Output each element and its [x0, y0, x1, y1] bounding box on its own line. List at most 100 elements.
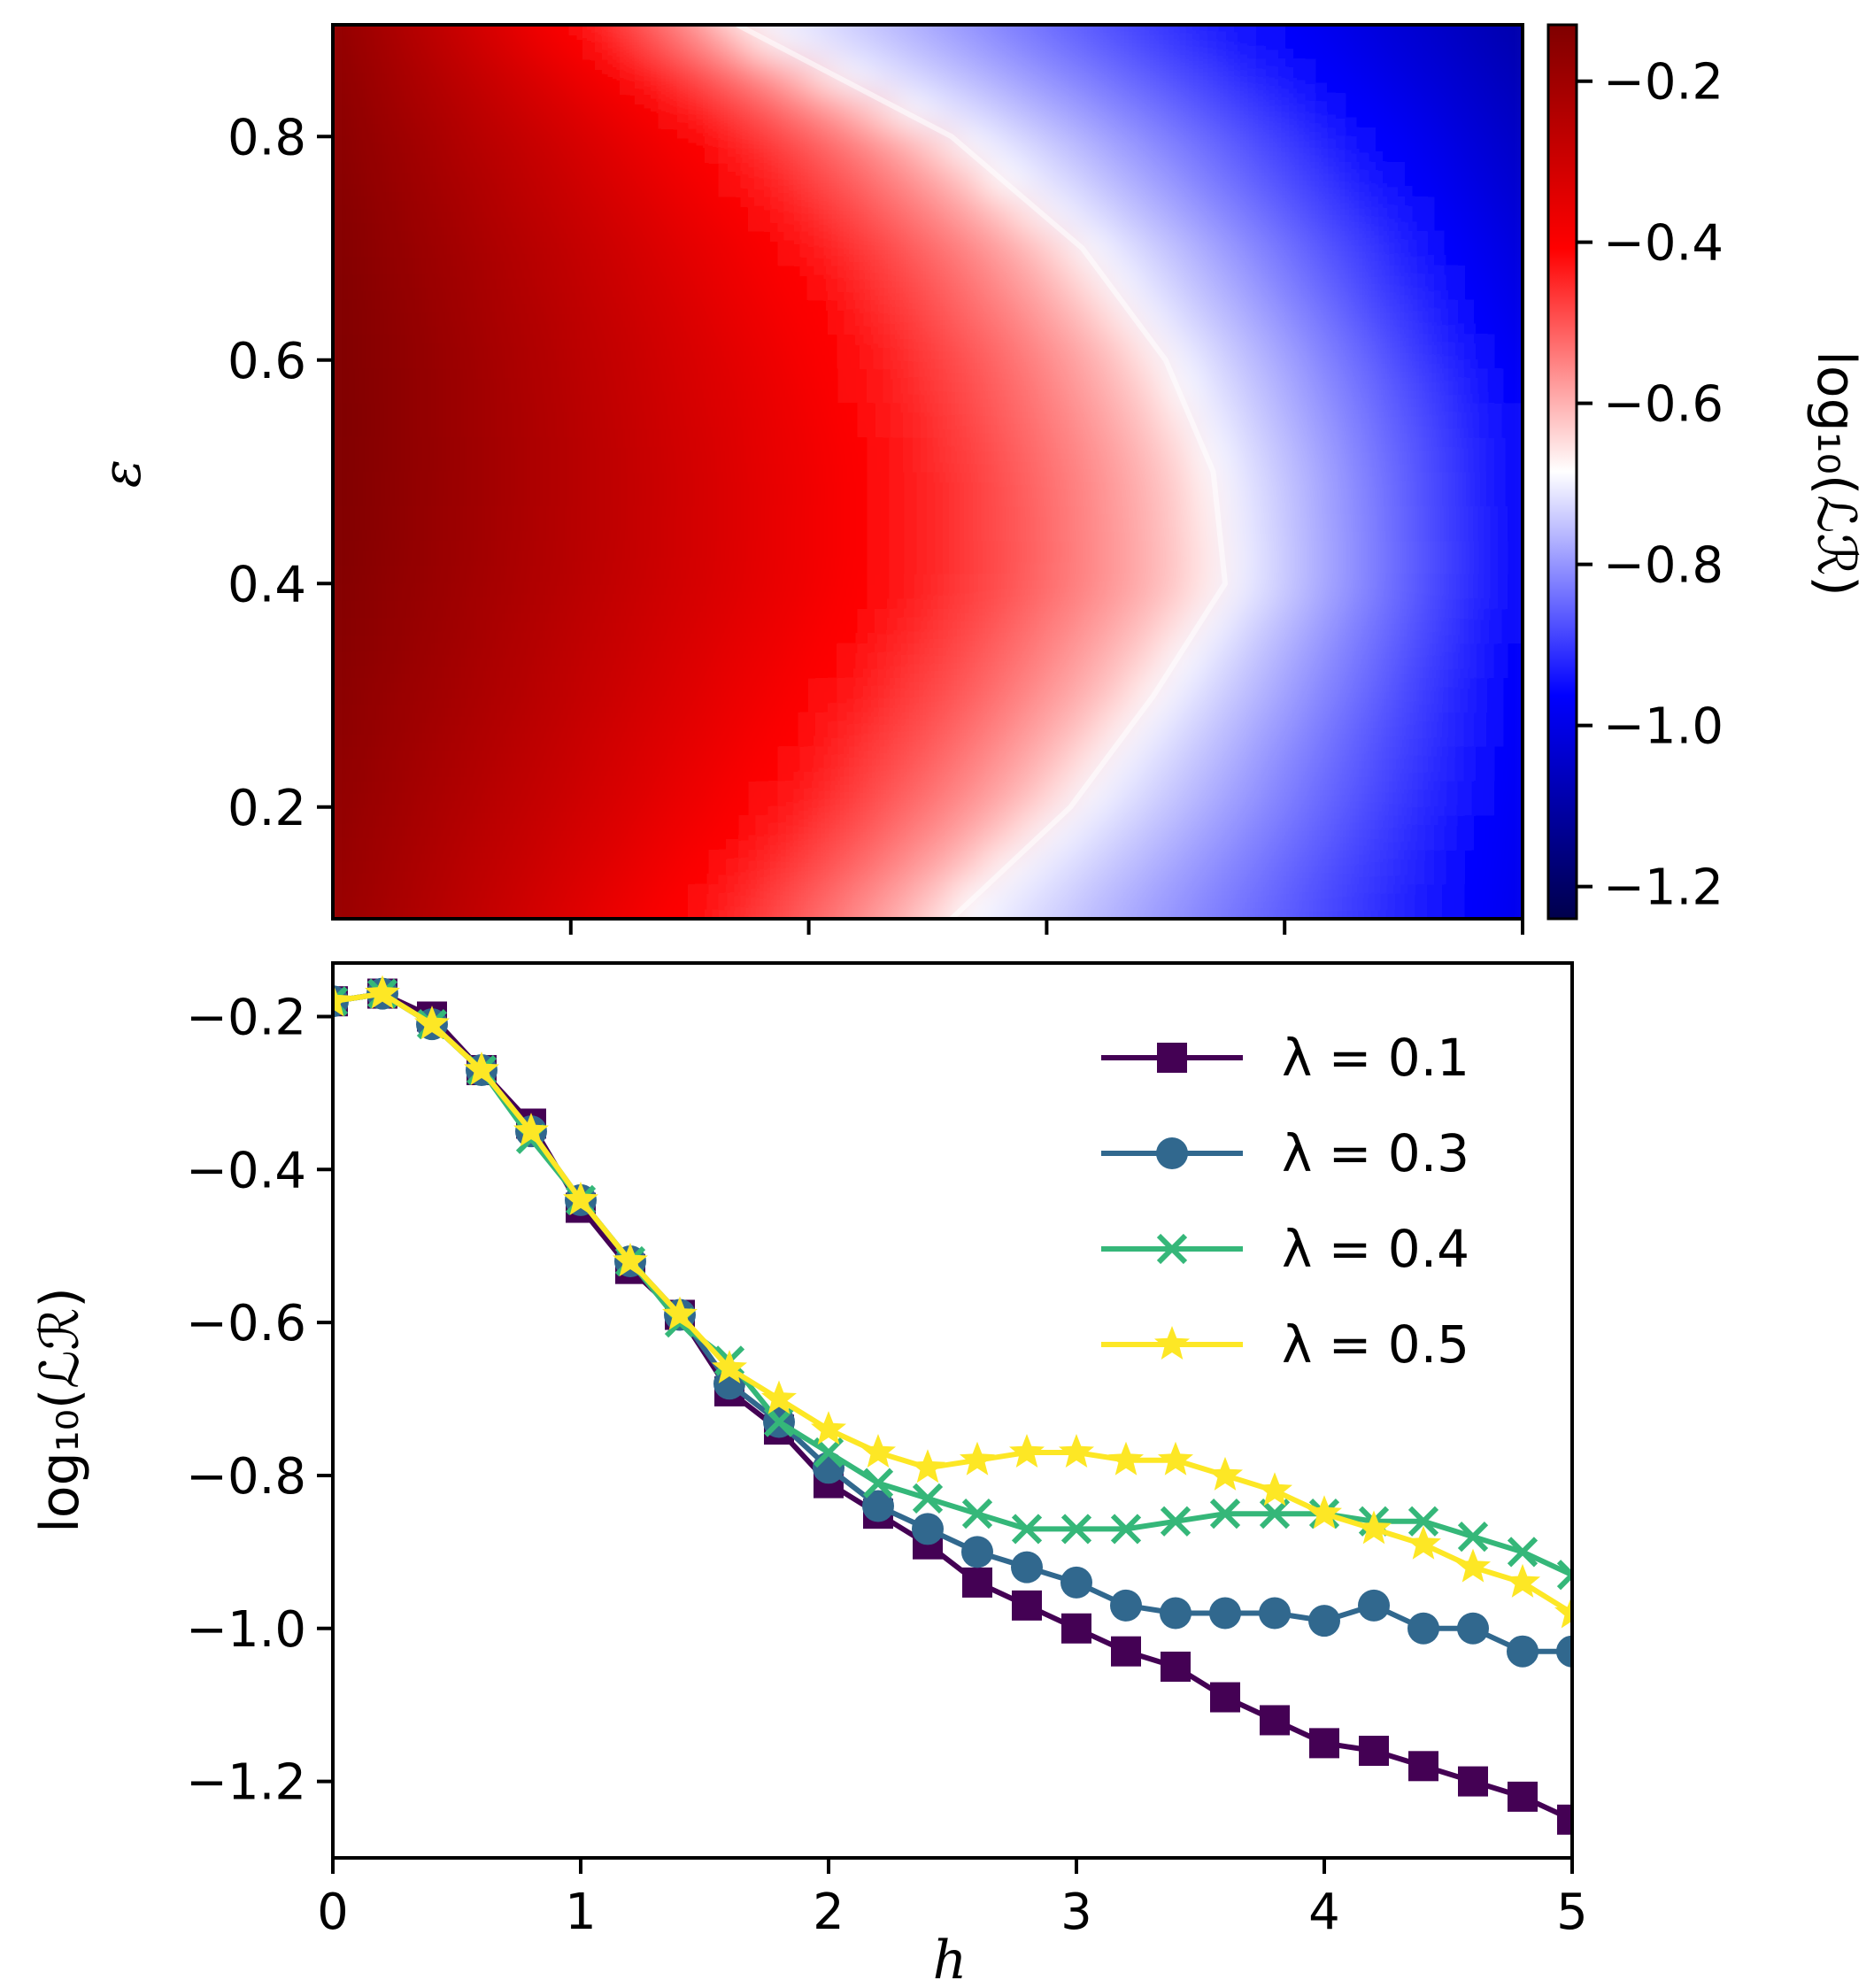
heatmap-cell — [1225, 25, 1256, 60]
heatmap-cell — [1254, 643, 1286, 680]
heatmap-cell — [1136, 850, 1167, 886]
heatmap-cell — [1462, 231, 1494, 266]
heatmap-panel: 0.2 0.4 0.6 0.8 ε — [91, 23, 1524, 954]
heatmap-cell — [1016, 505, 1048, 542]
heatmap-cell — [928, 231, 959, 266]
heatmap-cell — [333, 25, 334, 26]
heatmap-cell — [659, 127, 691, 164]
data-point — [960, 1441, 995, 1476]
heatmap-cell — [392, 678, 423, 713]
heatmap-cell — [1284, 162, 1315, 198]
heatmap-cell — [570, 403, 602, 439]
heatmap-cell — [1016, 884, 1048, 919]
heatmap-cell — [630, 540, 661, 576]
heatmap-cell — [1046, 162, 1077, 198]
heatmap-cell — [482, 93, 513, 129]
heatmap-cell — [1403, 437, 1435, 473]
heatmap-cell — [630, 712, 661, 748]
heatmap-cell — [1492, 334, 1523, 370]
heatmap-cell — [1374, 919, 1405, 954]
heatmap-cell — [1136, 368, 1167, 405]
heatmap-cell — [1314, 162, 1346, 198]
heatmap-cell — [1374, 574, 1405, 611]
heatmap-cell — [719, 93, 751, 129]
heatmap-cell — [421, 505, 453, 542]
heatmap-cell — [1225, 643, 1256, 680]
heatmap-cell — [1462, 196, 1494, 233]
heatmap-cell — [541, 93, 572, 129]
heatmap-cell — [1076, 815, 1107, 851]
heatmap-cell — [868, 265, 899, 301]
heatmap-cell — [659, 815, 691, 851]
data-point — [464, 1052, 499, 1085]
heatmap-cell — [868, 746, 899, 782]
heatmap-cell — [719, 231, 751, 266]
heatmap-cell — [362, 231, 394, 266]
heatmap-cell — [511, 162, 543, 198]
heatmap-cell — [868, 25, 899, 60]
heatmap-cell — [1403, 403, 1435, 439]
heatmap-cell — [1403, 25, 1435, 26]
heatmap-cell — [957, 712, 989, 748]
heatmap-cell — [749, 403, 780, 439]
heatmap-cell — [1136, 265, 1167, 301]
heatmap-cell — [868, 678, 899, 713]
heatmap-cell — [838, 712, 869, 748]
heatmap-cell — [541, 540, 572, 576]
heatmap-y-tick-label: 0.8 — [228, 109, 306, 166]
heatmap-cell — [690, 368, 721, 405]
data-point — [1009, 1434, 1045, 1468]
heatmap-cell — [838, 299, 869, 335]
heatmap-cell — [333, 25, 334, 60]
heatmap-cell — [1136, 127, 1167, 164]
heatmap-cell — [1403, 746, 1435, 782]
heatmap-cell — [511, 505, 543, 542]
colorbar-tick-label: −1.2 — [1603, 859, 1724, 917]
heatmap-cell — [1016, 678, 1048, 713]
heatmap-cell — [1433, 334, 1464, 370]
heatmap-cell — [690, 403, 721, 439]
data-point — [1259, 1597, 1291, 1630]
heatmap-cell — [1106, 368, 1138, 405]
heatmap-cell — [1195, 231, 1226, 266]
heatmap-cell — [1404, 919, 1435, 954]
heatmap-cell — [362, 403, 394, 439]
heatmap-cell — [868, 850, 899, 886]
heatmap-cell — [333, 231, 364, 266]
data-point — [563, 1181, 598, 1215]
legend-marker — [1157, 1043, 1187, 1073]
line-chart-x-tick-label: 5 — [1556, 1884, 1588, 1941]
heatmap-cell — [1195, 712, 1226, 748]
heatmap-cell — [1403, 815, 1435, 851]
heatmap-cell — [1165, 781, 1197, 817]
heatmap-cell — [1016, 574, 1048, 611]
heatmap-cell — [333, 299, 334, 335]
heatmap-cell — [541, 368, 572, 405]
heatmap-cell — [1225, 472, 1256, 507]
heatmap-cell — [1314, 196, 1346, 233]
heatmap-cell — [392, 299, 423, 335]
data-point — [860, 1434, 896, 1468]
legend-entry: λ = 0.4 — [1101, 1219, 1469, 1279]
data-point — [1307, 1495, 1342, 1530]
heatmap-cell — [392, 25, 423, 60]
heatmap-cell — [1195, 25, 1226, 60]
heatmap-cell — [1195, 919, 1226, 954]
heatmap-cell — [511, 472, 543, 507]
heatmap-cell — [659, 746, 691, 782]
heatmap-cell — [690, 850, 721, 886]
heatmap-cell — [868, 919, 899, 954]
heatmap-cell — [541, 884, 572, 919]
heatmap-cell — [1374, 334, 1405, 370]
heatmap-cell — [1314, 712, 1346, 748]
heatmap-cell — [659, 643, 691, 680]
heatmap-cell — [1165, 93, 1197, 129]
heatmap-cell — [1225, 574, 1256, 611]
heatmap-cell — [1165, 334, 1197, 370]
heatmap-cell — [1254, 850, 1286, 886]
heatmap-cell — [659, 368, 691, 405]
heatmap-cell — [1492, 265, 1523, 301]
heatmap-cell — [421, 850, 453, 886]
data-point — [1061, 1613, 1091, 1644]
heatmap-cell — [392, 127, 423, 164]
